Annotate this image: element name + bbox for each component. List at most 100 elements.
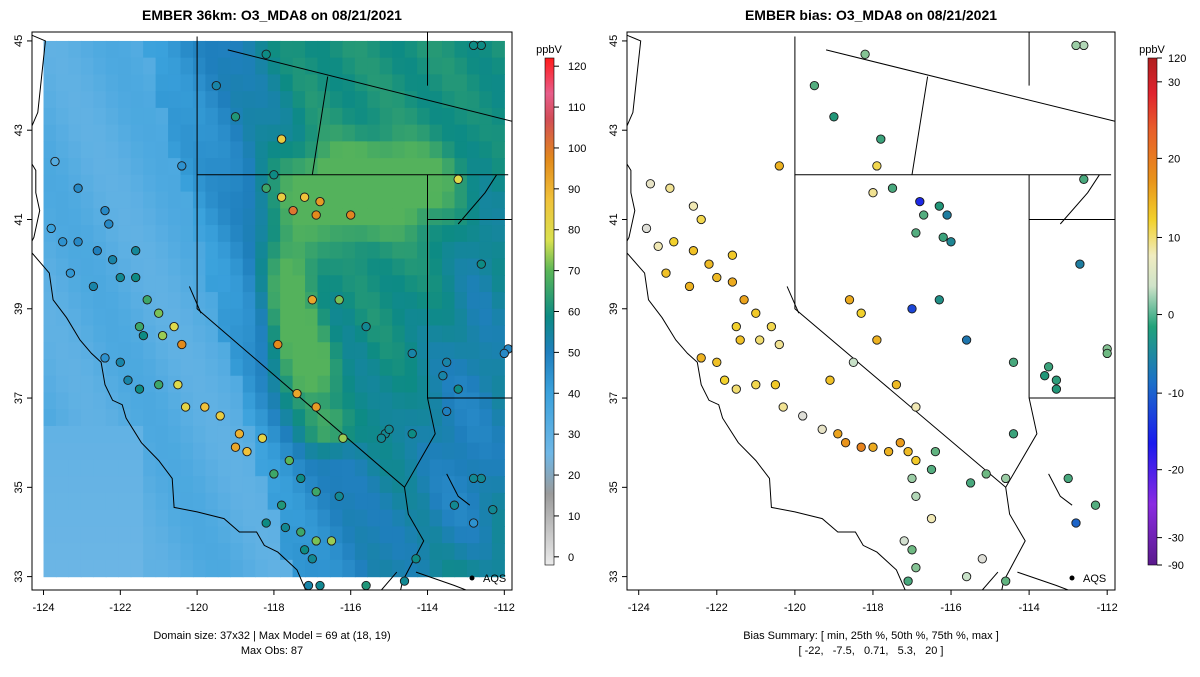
- heatmap-cell: [242, 325, 256, 343]
- heatmap-cell: [93, 40, 107, 59]
- heatmap-cell: [155, 74, 169, 92]
- heatmap-cell: [280, 241, 294, 260]
- heatmap-cell: [354, 158, 368, 176]
- heatmap-cell: [242, 543, 256, 561]
- station-marker: [1051, 384, 1062, 394]
- heatmap-cell: [342, 342, 356, 360]
- heatmap-cell: [242, 158, 256, 176]
- heatmap-cell: [55, 241, 70, 260]
- heatmap-cell: [168, 292, 182, 310]
- heatmap-cell: [404, 225, 418, 243]
- heatmap-cell: [491, 442, 505, 461]
- heatmap-cell: [118, 442, 132, 461]
- heatmap-cell: [367, 191, 381, 209]
- heatmap-cell: [68, 425, 82, 444]
- heatmap-cell: [242, 57, 256, 76]
- heatmap-cell: [155, 442, 169, 461]
- heatmap-cell: [55, 459, 70, 477]
- station-marker: [115, 357, 125, 367]
- heatmap-cell: [68, 409, 82, 427]
- station-marker: [844, 295, 855, 305]
- heatmap-cell: [168, 358, 182, 377]
- heatmap-cell: [130, 559, 144, 578]
- heatmap-cell: [466, 392, 481, 410]
- heatmap-cell: [342, 258, 356, 276]
- heatmap-cell: [143, 241, 157, 260]
- station-marker: [1001, 473, 1011, 484]
- heatmap-cell: [292, 107, 306, 126]
- heatmap-cell: [454, 57, 468, 76]
- heatmap-cell: [180, 559, 194, 578]
- heatmap-cell: [68, 459, 82, 477]
- station-marker: [468, 518, 479, 528]
- heatmap-cell: [43, 107, 57, 126]
- heatmap-cell: [367, 325, 381, 343]
- station-marker: [731, 384, 741, 394]
- heatmap-cell: [155, 225, 169, 243]
- heatmap-cell: [429, 191, 443, 209]
- heatmap-cell: [230, 358, 244, 377]
- heatmap-cell: [379, 325, 393, 343]
- heatmap-cell: [93, 74, 107, 92]
- station-marker: [173, 380, 183, 390]
- heatmap-cell: [367, 124, 381, 142]
- station-markers-right: [641, 40, 1112, 586]
- y-tick-label: 43: [608, 124, 620, 136]
- heatmap-cell: [242, 375, 256, 394]
- heatmap-cell: [404, 275, 418, 293]
- heatmap-cell: [429, 392, 443, 410]
- station-marker: [215, 411, 225, 421]
- heatmap-cell: [118, 308, 132, 327]
- heatmap-cell: [267, 275, 281, 293]
- heatmap-cell: [367, 308, 381, 327]
- heatmap-cell: [392, 476, 406, 494]
- heatmap-cell: [491, 375, 505, 394]
- station-marker: [65, 268, 76, 278]
- state-border: [415, 571, 468, 590]
- heatmap-cell: [417, 57, 431, 76]
- station-marker: [115, 272, 125, 283]
- heatmap-cell: [68, 57, 82, 76]
- heatmap-cell: [491, 225, 505, 243]
- heatmap-cell: [466, 375, 481, 394]
- station-marker: [411, 554, 421, 564]
- heatmap-cell: [68, 509, 82, 527]
- heatmap-cell: [354, 191, 368, 209]
- heatmap-cell: [404, 375, 418, 394]
- heatmap-cell: [305, 325, 319, 343]
- heatmap-cell: [118, 174, 132, 193]
- station-marker: [242, 446, 252, 457]
- y-tick-label: 39: [608, 303, 620, 315]
- heatmap-cell: [292, 459, 306, 477]
- heatmap-cell: [280, 258, 294, 276]
- heatmap-cell: [68, 158, 82, 176]
- heatmap-cell: [329, 543, 344, 561]
- heatmap-cell: [43, 275, 57, 293]
- station-marker: [169, 321, 179, 332]
- heatmap-cell: [118, 342, 132, 360]
- heatmap-cell: [230, 241, 244, 260]
- heatmap-cell: [105, 241, 119, 260]
- left-caption-line-2: Max Obs: 87: [241, 645, 303, 657]
- heatmap-cell: [43, 141, 57, 159]
- heatmap-cell: [292, 375, 306, 394]
- colorbar-tick-label: 110: [568, 102, 586, 114]
- heatmap-cell: [466, 158, 481, 176]
- station-marker: [868, 188, 878, 198]
- heatmap-cell: [43, 543, 57, 561]
- heatmap-cell: [105, 526, 119, 544]
- heatmap-cell: [317, 57, 331, 76]
- heatmap-cell: [255, 141, 269, 159]
- station-marker: [261, 183, 271, 193]
- heatmap-cell: [466, 559, 481, 578]
- right-colorbar-ticks: 120 30 20 10 0 -10 -20 -30 -90: [1157, 53, 1186, 572]
- left-colorbar-ticks: 0 10 20 30 40 50 60 70 80 90 100 110 120: [554, 61, 586, 564]
- station-marker: [809, 80, 820, 91]
- heatmap-cell: [267, 409, 281, 427]
- heatmap-cell: [404, 392, 418, 410]
- station-marker: [211, 80, 221, 91]
- heatmap-cell: [192, 325, 207, 343]
- heatmap-cell: [379, 107, 393, 126]
- heatmap-cell: [118, 409, 132, 427]
- heatmap-cell: [329, 509, 344, 527]
